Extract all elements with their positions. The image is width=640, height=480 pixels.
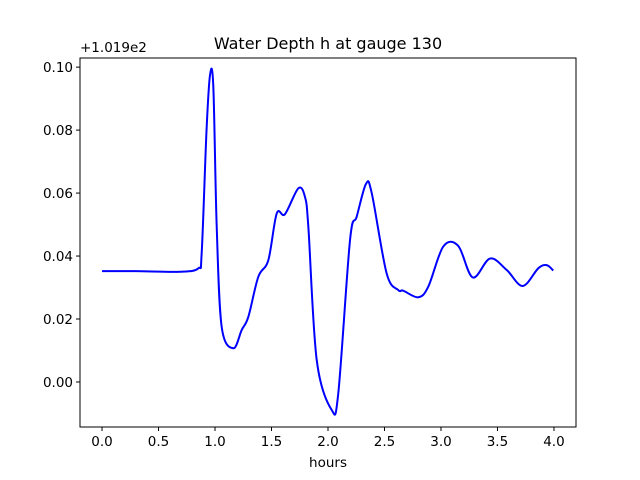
y-tick-label: 0.04: [43, 249, 73, 265]
x-tick-label: 1.0: [204, 434, 225, 450]
plot-frame: [79, 57, 577, 428]
x-tick-label: 1.5: [261, 434, 282, 450]
x-tick-label: 4.0: [543, 434, 564, 450]
x-tick-label: 3.5: [487, 434, 508, 450]
x-tick-label: 2.5: [374, 434, 395, 450]
y-tick-label: 0.06: [43, 186, 73, 202]
chart-title: Water Depth h at gauge 130: [214, 34, 442, 53]
series-line-h: [102, 67, 554, 416]
y-tick-label: 0.00: [43, 375, 73, 391]
x-tick-label: 3.0: [430, 434, 451, 450]
y-tick-label: 0.08: [43, 123, 73, 139]
y-tick-label: 0.10: [43, 60, 73, 76]
x-axis-label: hours: [309, 455, 347, 471]
x-tick-label: 0.0: [91, 434, 112, 450]
x-tick-label: 2.0: [317, 434, 338, 450]
y-tick-label: 0.02: [43, 312, 73, 328]
y-offset-label: +1.019e2: [80, 40, 147, 56]
x-tick-label: 0.5: [148, 434, 169, 450]
